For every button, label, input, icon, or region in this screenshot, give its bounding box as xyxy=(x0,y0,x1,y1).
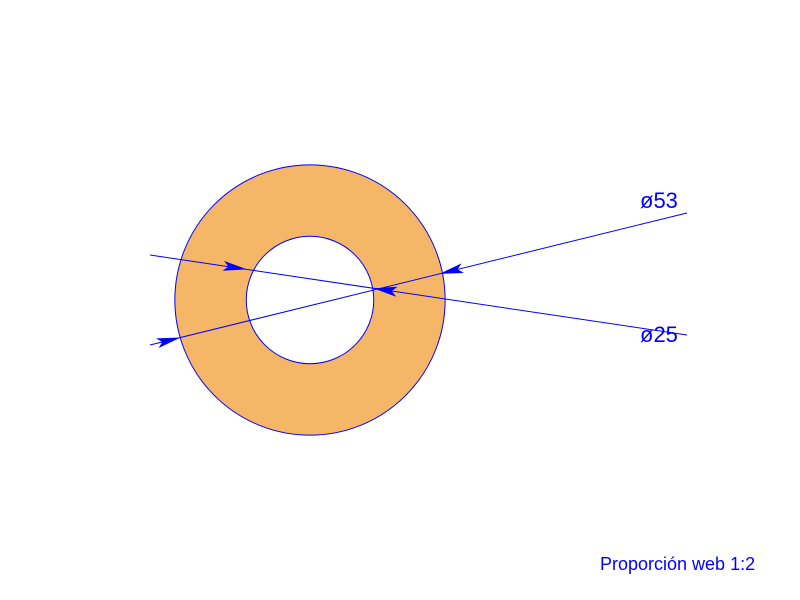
outer-label: ø53 xyxy=(640,188,678,213)
footer-scale-note: Proporción web 1:2 xyxy=(600,554,755,574)
outer-arrow-1 xyxy=(156,333,182,348)
ring-fill xyxy=(175,165,445,435)
inner-label: ø25 xyxy=(640,322,678,347)
ring-inner-outline xyxy=(246,236,374,364)
